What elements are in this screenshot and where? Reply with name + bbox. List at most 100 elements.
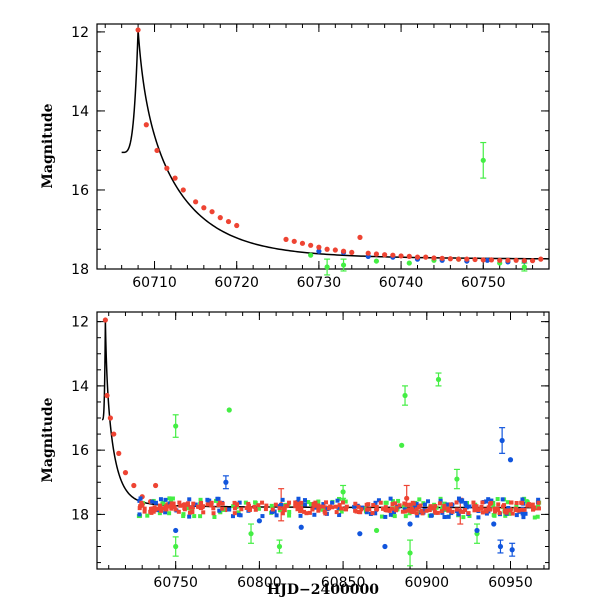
- red-data-point: [428, 506, 433, 511]
- red-data-point: [380, 506, 385, 511]
- green-data-point: [521, 264, 527, 270]
- red-data-point: [193, 199, 199, 205]
- red-data-point: [270, 507, 275, 512]
- red-data-point: [519, 500, 524, 505]
- red-data-point: [488, 257, 495, 263]
- green-data-point: [157, 511, 162, 516]
- blue-data-point: [337, 513, 342, 518]
- red-data-point: [164, 507, 169, 512]
- red-data-point: [152, 505, 157, 510]
- blue-data-point: [230, 514, 235, 519]
- blue-data-point: [506, 505, 511, 510]
- blue-data-point: [357, 531, 363, 537]
- green-data-point: [514, 503, 519, 508]
- red-data-point: [201, 205, 207, 211]
- red-data-point: [296, 505, 301, 510]
- y-tick-label: 12: [71, 315, 89, 331]
- red-data-point: [283, 236, 289, 242]
- green-data-point: [192, 514, 197, 519]
- blue-data-point: [500, 497, 505, 502]
- red-data-point: [293, 500, 298, 505]
- red-data-point: [172, 504, 177, 509]
- red-data-point: [538, 256, 544, 262]
- blue-data-point: [415, 513, 420, 518]
- red-data-point: [389, 506, 394, 511]
- red-data-point: [225, 218, 232, 225]
- green-data-point: [173, 423, 179, 429]
- red-data-point: [216, 503, 221, 508]
- green-data-point: [212, 514, 217, 519]
- red-data-point: [486, 505, 491, 510]
- green-data-point: [401, 504, 406, 509]
- red-data-point: [432, 509, 437, 514]
- red-data-point: [157, 505, 162, 510]
- red-data-point: [332, 247, 338, 253]
- red-data-point: [521, 258, 527, 264]
- red-data-point: [244, 505, 249, 510]
- y-tick-label: 16: [71, 443, 89, 459]
- green-data-point: [316, 499, 321, 504]
- bottom-panel: 60750 60800 60850 60900 60950 12 14 16 18 Magnit…: [40, 311, 550, 598]
- red-data-point: [536, 506, 541, 511]
- red-data-point: [365, 250, 371, 256]
- red-data-point: [277, 506, 282, 511]
- blue-data-point: [207, 498, 212, 503]
- red-data-point: [404, 502, 409, 507]
- red-data-point: [450, 509, 455, 514]
- y-tick-label: 18: [71, 507, 89, 523]
- green-data-point: [161, 500, 166, 505]
- red-data-point: [234, 502, 239, 507]
- green-data-point: [276, 543, 283, 550]
- red-data-point: [253, 507, 258, 512]
- red-data-point: [299, 500, 304, 505]
- green-data-point: [145, 513, 150, 518]
- top-panel-model-curve: [121, 29, 550, 260]
- red-data-point: [182, 502, 187, 507]
- red-data-point: [173, 507, 178, 512]
- red-data-point: [531, 505, 536, 510]
- blue-data-point: [330, 500, 335, 505]
- red-data-point: [424, 508, 429, 513]
- red-data-point: [302, 509, 307, 514]
- red-data-point: [366, 507, 371, 512]
- red-data-point: [307, 510, 312, 515]
- red-data-point: [111, 431, 117, 437]
- red-data-point: [170, 501, 175, 506]
- red-data-point: [454, 500, 459, 505]
- blue-data-point: [137, 498, 142, 503]
- red-data-point: [143, 122, 149, 128]
- red-data-point: [357, 234, 363, 240]
- blue-data-point: [474, 527, 480, 534]
- red-data-point: [356, 504, 361, 509]
- red-data-point: [471, 500, 476, 505]
- red-data-point: [461, 509, 466, 514]
- red-data-point: [374, 504, 379, 509]
- red-data-point: [199, 500, 204, 505]
- red-data-point: [407, 507, 412, 512]
- red-data-point: [400, 509, 405, 514]
- red-data-point: [414, 511, 419, 516]
- red-data-point: [337, 503, 342, 508]
- red-data-point: [280, 511, 285, 516]
- green-data-point: [535, 514, 540, 519]
- red-data-point: [220, 506, 225, 511]
- red-data-point: [340, 248, 347, 254]
- red-data-point: [472, 256, 478, 263]
- bottom-panel-xlabel: HJD−2400000: [267, 582, 379, 598]
- blue-data-point: [237, 500, 242, 505]
- blue-data-point: [227, 507, 232, 512]
- green-data-point: [226, 407, 232, 413]
- red-data-point: [316, 244, 322, 250]
- green-data-point: [253, 500, 258, 505]
- green-data-point: [454, 476, 460, 482]
- red-data-point: [402, 509, 407, 514]
- blue-data-point: [223, 479, 229, 485]
- blue-data-point: [446, 514, 451, 519]
- green-data-point: [309, 502, 314, 507]
- blue-data-point: [352, 504, 357, 509]
- blue-data-point: [499, 437, 505, 444]
- red-data-point: [414, 254, 421, 260]
- blue-data-point: [215, 496, 220, 501]
- blue-data-point: [158, 497, 163, 502]
- red-data-point: [373, 251, 380, 257]
